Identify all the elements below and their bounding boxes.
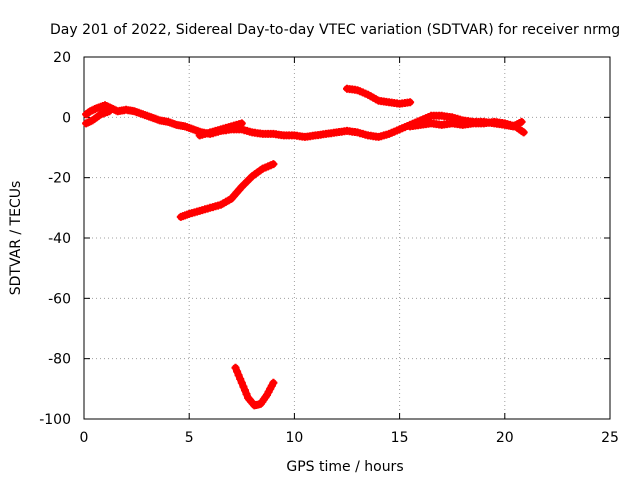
series-late-afternoon-loop bbox=[406, 117, 528, 137]
y-tick-label: -80 bbox=[48, 352, 71, 368]
data-point bbox=[105, 107, 114, 116]
data-point bbox=[234, 371, 243, 380]
data-point bbox=[237, 119, 246, 128]
series-rising-segment bbox=[176, 160, 278, 221]
series-upper-arc bbox=[343, 84, 415, 108]
data-point bbox=[231, 363, 240, 372]
data-point bbox=[406, 98, 415, 107]
y-axis-label: SDTVAR / TECUs bbox=[8, 181, 24, 296]
data-point bbox=[236, 375, 245, 383]
x-tick-label: 0 bbox=[80, 430, 89, 446]
grid bbox=[84, 57, 610, 419]
data-point bbox=[242, 390, 251, 399]
data-point bbox=[269, 160, 278, 169]
y-tick-label: 20 bbox=[53, 50, 71, 66]
data-point bbox=[239, 382, 248, 391]
data-point bbox=[269, 378, 278, 387]
series-evening-lower-band bbox=[195, 119, 246, 140]
plot-frame bbox=[83, 56, 611, 420]
data-point bbox=[517, 117, 526, 126]
y-tick-label: 0 bbox=[62, 110, 71, 126]
y-tick-label: -100 bbox=[39, 412, 71, 428]
y-tick-label: -20 bbox=[48, 171, 71, 187]
data-point bbox=[233, 367, 242, 376]
y-tick-label: -40 bbox=[48, 231, 71, 247]
x-tick-label: 15 bbox=[391, 430, 409, 446]
data-point bbox=[241, 386, 249, 395]
x-tick-label: 20 bbox=[496, 430, 514, 446]
x-tick-label: 10 bbox=[285, 430, 303, 446]
x-tick-label: 25 bbox=[601, 430, 619, 446]
series-early-lower-band bbox=[82, 107, 114, 128]
x-axis-label: GPS time / hours bbox=[286, 459, 403, 475]
axis-ticks: 0 5 10 15 20 25 -100 -80 -60 -40 -20 0 20 bbox=[39, 50, 619, 446]
data-point bbox=[237, 378, 246, 387]
data-point bbox=[519, 128, 528, 137]
x-tick-label: 5 bbox=[185, 430, 194, 446]
chart-title: Day 201 of 2022, Sidereal Day-to-day VTE… bbox=[50, 22, 620, 38]
series-layer bbox=[82, 84, 528, 410]
series-deep-dip bbox=[231, 363, 278, 410]
y-tick-label: -60 bbox=[48, 291, 71, 307]
